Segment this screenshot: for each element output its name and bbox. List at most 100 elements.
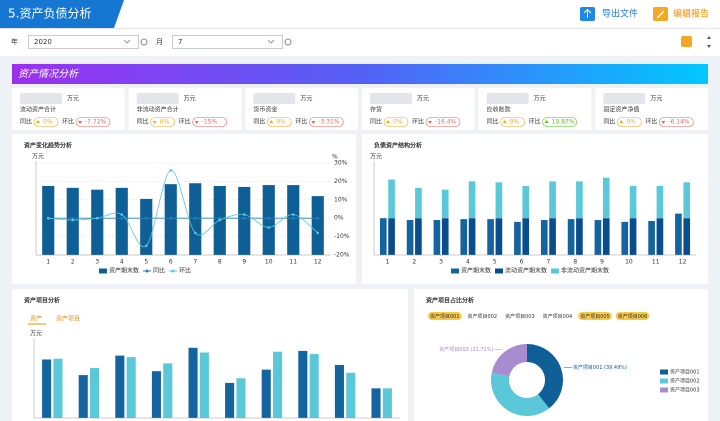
point xyxy=(120,213,124,216)
kpi-arrow xyxy=(152,121,157,124)
tab[interactable] xyxy=(428,312,462,320)
refresh-button[interactable] xyxy=(681,36,692,47)
bar xyxy=(382,388,392,418)
legend-label: 非流动资产期末数 xyxy=(561,267,609,275)
kpi-badge-value: 10.87% xyxy=(552,119,575,126)
bar xyxy=(460,219,468,255)
pie-slice xyxy=(527,344,563,409)
tab-label[interactable]: 资产项目005 xyxy=(580,313,610,320)
x-tick-label: 9 xyxy=(242,259,246,266)
kpi-badge xyxy=(383,117,409,127)
bar xyxy=(441,189,449,219)
export-button[interactable]: 导出文件 xyxy=(602,8,638,20)
kpi-label: 非流动资产合计 xyxy=(137,106,179,114)
export-arrow xyxy=(583,8,592,18)
bar xyxy=(334,364,344,418)
caret xyxy=(123,39,131,44)
page-title: 5.资产负债分析 xyxy=(8,7,91,21)
kpi-arrow xyxy=(36,120,40,123)
year-value: 2020 xyxy=(34,38,52,46)
point xyxy=(193,216,197,220)
legend-swatch xyxy=(660,378,668,384)
edit-button[interactable]: 编辑报告 xyxy=(673,8,709,20)
chart-title: 负债资产结构分析 xyxy=(374,142,422,150)
bar xyxy=(468,218,476,255)
kpi-value-blurred xyxy=(370,93,412,104)
bar xyxy=(311,196,324,255)
scroll-arrows[interactable] xyxy=(707,36,711,48)
chart-title: 资产项目占比分析 xyxy=(426,297,474,305)
x-tick-label: 11 xyxy=(289,259,297,266)
legend-label: 环比 xyxy=(179,267,191,275)
kpi-badge xyxy=(617,117,642,127)
bar xyxy=(487,219,494,255)
point xyxy=(242,213,246,216)
kpi-badge-label: 环比 xyxy=(412,118,424,126)
legend-swatch xyxy=(660,387,668,393)
kpi-arrow xyxy=(386,120,390,123)
bar xyxy=(262,185,275,255)
point xyxy=(218,218,222,222)
kpi-unit: 万元 xyxy=(650,96,662,103)
bar xyxy=(648,220,655,255)
bar xyxy=(236,378,246,418)
kpi-arrow xyxy=(544,120,549,123)
x-tick-label: 8 xyxy=(218,259,222,266)
tab-label[interactable]: 资产项目004 xyxy=(543,313,573,320)
legend-label: 资产期末数 xyxy=(461,267,491,275)
legend-label: 同比 xyxy=(153,267,165,275)
bar xyxy=(388,218,395,255)
x-tick-label: 7 xyxy=(193,259,197,266)
bar xyxy=(495,182,503,219)
bar xyxy=(42,359,52,418)
point xyxy=(218,216,222,220)
tab[interactable] xyxy=(578,312,612,320)
bar xyxy=(522,186,530,219)
x-tick-label: 5 xyxy=(144,259,148,266)
kpi-badge xyxy=(500,117,525,127)
bar xyxy=(42,186,55,255)
y2-axis-label: % xyxy=(332,154,338,161)
bar xyxy=(441,218,449,255)
x-tick-label: 6 xyxy=(169,259,173,266)
x-tick-label: 12 xyxy=(314,259,322,266)
bar xyxy=(53,358,63,418)
kpi-badge-value: 0% xyxy=(43,119,53,126)
point xyxy=(291,216,295,220)
bar xyxy=(298,350,308,418)
kpi-badge xyxy=(33,117,59,127)
bar xyxy=(656,218,664,255)
clear-icon[interactable] xyxy=(284,38,292,46)
tab-label[interactable]: 资产项目003 xyxy=(505,313,535,320)
legend-label: 资产项目003 xyxy=(670,387,700,394)
x-tick-label: 1 xyxy=(46,259,50,266)
caret xyxy=(267,39,275,44)
tab-label[interactable]: 资产项目001 xyxy=(430,313,460,320)
kpi-badge-value: 0% xyxy=(626,119,636,126)
kpi-badge-value: 0% xyxy=(276,119,286,126)
tab[interactable] xyxy=(615,312,650,320)
bar xyxy=(287,185,300,255)
y2-tick-label: 20% xyxy=(334,178,348,185)
kpi-badge-value: 0% xyxy=(160,119,170,126)
legend-label: 资产期末数 xyxy=(109,267,139,275)
y2-tick-label: 0% xyxy=(334,215,344,222)
tab-label[interactable]: 资产项目006 xyxy=(618,313,648,320)
x-tick-label: 2 xyxy=(71,259,75,266)
tab-label[interactable]: 资产项目002 xyxy=(468,313,498,320)
point xyxy=(169,216,173,220)
month-select[interactable] xyxy=(172,35,283,49)
kpi-value-blurred xyxy=(253,93,296,104)
kpi-badge-label: 环比 xyxy=(295,118,307,126)
legend-swatch xyxy=(451,268,459,274)
point xyxy=(267,226,271,229)
year-label: 年 xyxy=(11,37,18,46)
tab[interactable]: 资产 xyxy=(30,315,42,323)
kpi-arrow xyxy=(428,121,432,124)
year-select[interactable] xyxy=(28,35,139,49)
tab[interactable]: 资产项目 xyxy=(56,315,80,323)
clear-icon[interactable] xyxy=(140,38,148,46)
legend-swatch xyxy=(99,268,107,274)
